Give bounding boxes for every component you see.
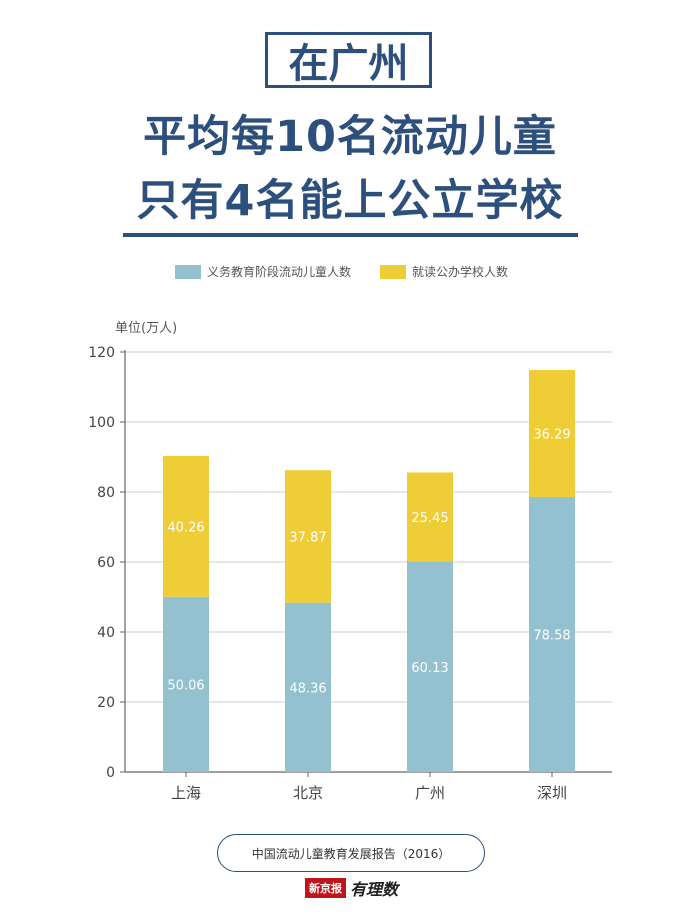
source-citation: 中国流动儿童教育发展报告（2016） bbox=[217, 834, 485, 872]
bar-series1 bbox=[407, 561, 453, 772]
title-line-2: 平均每10名流动儿童 bbox=[143, 112, 557, 162]
data-label: 25.45 bbox=[411, 511, 448, 526]
title-underline bbox=[123, 233, 578, 237]
legend-label-series2: 就读公办学校人数 bbox=[412, 265, 509, 279]
x-tick-label: 深圳 bbox=[537, 784, 567, 802]
y-tick-label: 80 bbox=[97, 485, 115, 501]
data-label: 37.87 bbox=[289, 530, 326, 545]
data-label: 50.06 bbox=[167, 678, 204, 693]
stacked-bar-chart: 单位(万人) 0 20 40 60 80 100 120 50.06 40.26 上海 48.36 37… bbox=[88, 321, 612, 802]
bar-series1 bbox=[285, 602, 331, 772]
bar-series1 bbox=[163, 596, 209, 772]
y-tick-label: 20 bbox=[97, 695, 115, 711]
x-tick-label: 北京 bbox=[293, 784, 323, 802]
y-tick-label: 60 bbox=[97, 555, 115, 571]
logo-newspaper: 新京报 bbox=[305, 878, 346, 898]
data-label: 78.58 bbox=[533, 628, 570, 643]
data-label: 48.36 bbox=[289, 681, 326, 696]
legend: 义务教育阶段流动儿童人数 就读公办学校人数 bbox=[0, 263, 700, 283]
legend-swatch-series1 bbox=[175, 264, 201, 279]
source-text: 中国流动儿童教育发展报告（2016） bbox=[251, 846, 451, 861]
title-box: 在广州 bbox=[265, 32, 432, 88]
legend-item-series1: 义务教育阶段流动儿童人数 bbox=[175, 263, 351, 280]
brand-logo: 新京报 有理数 bbox=[305, 876, 398, 900]
bar-series2 bbox=[407, 472, 453, 562]
legend-label-series1: 义务教育阶段流动儿童人数 bbox=[207, 265, 352, 279]
y-tick-label: 100 bbox=[88, 415, 115, 431]
bar-series2 bbox=[163, 455, 209, 597]
data-label: 36.29 bbox=[533, 427, 570, 442]
legend-item-series2: 就读公办学校人数 bbox=[380, 263, 508, 280]
title-line-3: 只有4名能上公立学校 bbox=[136, 176, 564, 226]
x-tick-label: 广州 bbox=[415, 784, 445, 802]
bar-series1 bbox=[529, 496, 575, 772]
y-tick-label: 120 bbox=[88, 345, 115, 361]
legend-swatch-series2 bbox=[380, 264, 406, 279]
y-axis-label: 单位(万人) bbox=[115, 321, 177, 336]
logo-script: 有理数 bbox=[350, 880, 399, 899]
y-tick-label: 0 bbox=[106, 765, 115, 781]
x-tick-label: 上海 bbox=[171, 784, 201, 802]
y-tick-label: 40 bbox=[97, 625, 115, 641]
bar-series2 bbox=[529, 369, 575, 497]
data-label: 60.13 bbox=[411, 661, 448, 676]
bar-series2 bbox=[285, 470, 331, 603]
title-line-1: 在广州 bbox=[288, 41, 409, 87]
data-label: 40.26 bbox=[167, 520, 204, 535]
